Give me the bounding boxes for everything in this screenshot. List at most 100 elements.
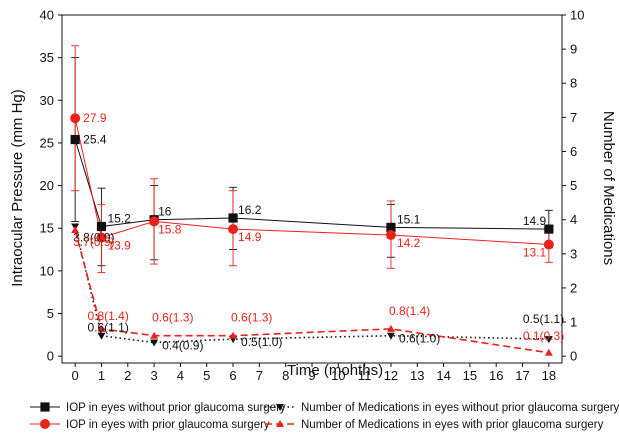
triangle-up-marker bbox=[150, 331, 159, 339]
triangle-up-marker bbox=[386, 324, 395, 332]
data-label: 0.6(1.3) bbox=[231, 311, 272, 325]
data-label: 0.5(1.1) bbox=[523, 312, 564, 326]
legend-entry-label: Number of Medications in eyes without pr… bbox=[301, 402, 619, 414]
x-tick-label: 4 bbox=[177, 368, 184, 383]
data-label: 15.8 bbox=[158, 222, 182, 236]
circle-marker bbox=[543, 239, 554, 250]
square-marker bbox=[70, 134, 80, 145]
series-line-0 bbox=[74, 139, 549, 230]
data-label: 13.9 bbox=[107, 239, 131, 253]
circle-marker bbox=[385, 230, 396, 241]
x-tick-label: 16 bbox=[489, 368, 503, 383]
x-tick-label: 6 bbox=[229, 368, 236, 383]
x-tick-label: 1 bbox=[98, 368, 105, 383]
triangle-down-marker bbox=[150, 339, 159, 347]
x-tick-label: 9 bbox=[308, 368, 315, 383]
y-tick-label-right: 3 bbox=[570, 246, 577, 261]
y-tick-label-right: 2 bbox=[570, 280, 577, 295]
triangle-down-marker bbox=[544, 336, 553, 344]
triangle-up-marker bbox=[97, 324, 106, 332]
data-label: 0.1(0.3) bbox=[523, 329, 564, 343]
y-tick-label-left: 20 bbox=[40, 178, 54, 193]
y-tick-label-right: 1 bbox=[570, 315, 577, 330]
circle-marker bbox=[228, 224, 239, 235]
y-tick-label-right: 5 bbox=[570, 178, 577, 193]
legend: IOP in eyes without prior glaucoma surge… bbox=[30, 402, 619, 431]
data-label: 15.1 bbox=[397, 212, 421, 226]
x-tick-label: 7 bbox=[256, 368, 263, 383]
y-axis-title-right: Number of Medications bbox=[600, 111, 617, 265]
square-marker bbox=[544, 224, 554, 234]
data-label: 0.8(1.4) bbox=[87, 309, 128, 323]
x-tick-label: 18 bbox=[542, 368, 556, 383]
data-label: 25.4 bbox=[83, 133, 107, 147]
triangle-up-marker bbox=[544, 348, 553, 356]
data-label: 0.4(0.9) bbox=[162, 339, 203, 353]
y-tick-label-right: 0 bbox=[570, 349, 577, 364]
circle-marker bbox=[40, 419, 50, 429]
data-labels-layer: 25.4 15.2 16 16.2 15.1 14.9 27.9 13.9 15.8 14.9 14… bbox=[73, 111, 564, 352]
y-tick-label-left: 15 bbox=[40, 221, 54, 236]
y-tick-label-left: 5 bbox=[47, 306, 54, 321]
triangle-down-marker bbox=[386, 332, 395, 340]
y-tick-label-right: 9 bbox=[570, 42, 577, 57]
triangle-down-marker bbox=[97, 332, 106, 340]
data-label: 3.8(0.9) bbox=[73, 231, 114, 245]
series-line-2 bbox=[74, 226, 549, 344]
axes-layer: 0 1 2 3 4 5 6 7 8 9 10 11 12 13 14 15 16 17 18051015202530… bbox=[40, 8, 585, 384]
data-label: 0.5(1.0) bbox=[241, 335, 282, 349]
data-label: 16 bbox=[158, 205, 172, 219]
data-label: 0.6(1.3) bbox=[152, 311, 193, 325]
x-tick-label: 2 bbox=[124, 368, 131, 383]
x-axis-title: Time (mohths) bbox=[287, 362, 383, 379]
markers-layer bbox=[70, 113, 554, 356]
y-tick-label-right: 6 bbox=[570, 144, 577, 159]
y-tick-label-left: 25 bbox=[40, 135, 54, 150]
data-label: 0.6(1.0) bbox=[399, 332, 440, 346]
y-tick-label-right: 10 bbox=[570, 8, 584, 23]
error-bars-layer bbox=[71, 45, 553, 274]
square-marker bbox=[40, 402, 50, 412]
data-label: 27.9 bbox=[83, 111, 107, 125]
y-tick-label-right: 8 bbox=[570, 76, 577, 91]
x-tick-label: 0 bbox=[72, 368, 79, 383]
y-axis-title-left: Intraocular Pressure (mm Hg) bbox=[9, 89, 26, 287]
square-marker bbox=[228, 213, 238, 223]
y-tick-label-left: 10 bbox=[40, 263, 54, 278]
circle-marker bbox=[149, 216, 160, 227]
legend-entry-label: IOP in eyes with prior glaucoma surgery bbox=[66, 419, 270, 431]
y-tick-label-left: 40 bbox=[40, 8, 54, 23]
x-tick-label: 12 bbox=[384, 368, 398, 383]
legend-entry-label: Number of Medications in eyes with prior… bbox=[301, 419, 604, 431]
circle-marker bbox=[96, 232, 107, 243]
x-tick-label: 17 bbox=[515, 368, 529, 383]
x-tick-label: 5 bbox=[203, 368, 210, 383]
circle-marker bbox=[70, 113, 81, 124]
data-label: 14.9 bbox=[238, 230, 262, 244]
triangle-up-marker bbox=[229, 331, 238, 339]
x-tick-label: 11 bbox=[358, 368, 372, 383]
data-label: 0.8(1.4) bbox=[389, 304, 430, 318]
data-label: 15.2 bbox=[107, 212, 131, 226]
y-tick-label-left: 35 bbox=[40, 50, 54, 65]
y-tick-label-left: 0 bbox=[47, 349, 54, 364]
x-tick-label: 10 bbox=[331, 368, 345, 383]
series-line-3 bbox=[74, 229, 549, 354]
x-tick-label: 14 bbox=[436, 368, 450, 383]
data-label: 16.2 bbox=[238, 203, 262, 217]
plot-frame bbox=[61, 14, 563, 364]
square-marker bbox=[96, 221, 107, 232]
x-tick-label: 3 bbox=[150, 368, 157, 383]
y-tick-label-right: 7 bbox=[570, 110, 577, 125]
square-marker bbox=[386, 222, 396, 232]
triangle-up-marker bbox=[71, 225, 80, 233]
y-tick-label-right: 4 bbox=[570, 212, 577, 227]
x-tick-label: 15 bbox=[463, 368, 477, 383]
x-tick-label: 13 bbox=[410, 368, 424, 383]
series-line-1 bbox=[74, 118, 549, 245]
x-tick-label: 8 bbox=[282, 368, 289, 383]
data-label: 3.7(0.9) bbox=[73, 235, 114, 249]
data-label: 0.6(1.1) bbox=[87, 321, 128, 335]
triangle-up-marker bbox=[276, 420, 284, 427]
